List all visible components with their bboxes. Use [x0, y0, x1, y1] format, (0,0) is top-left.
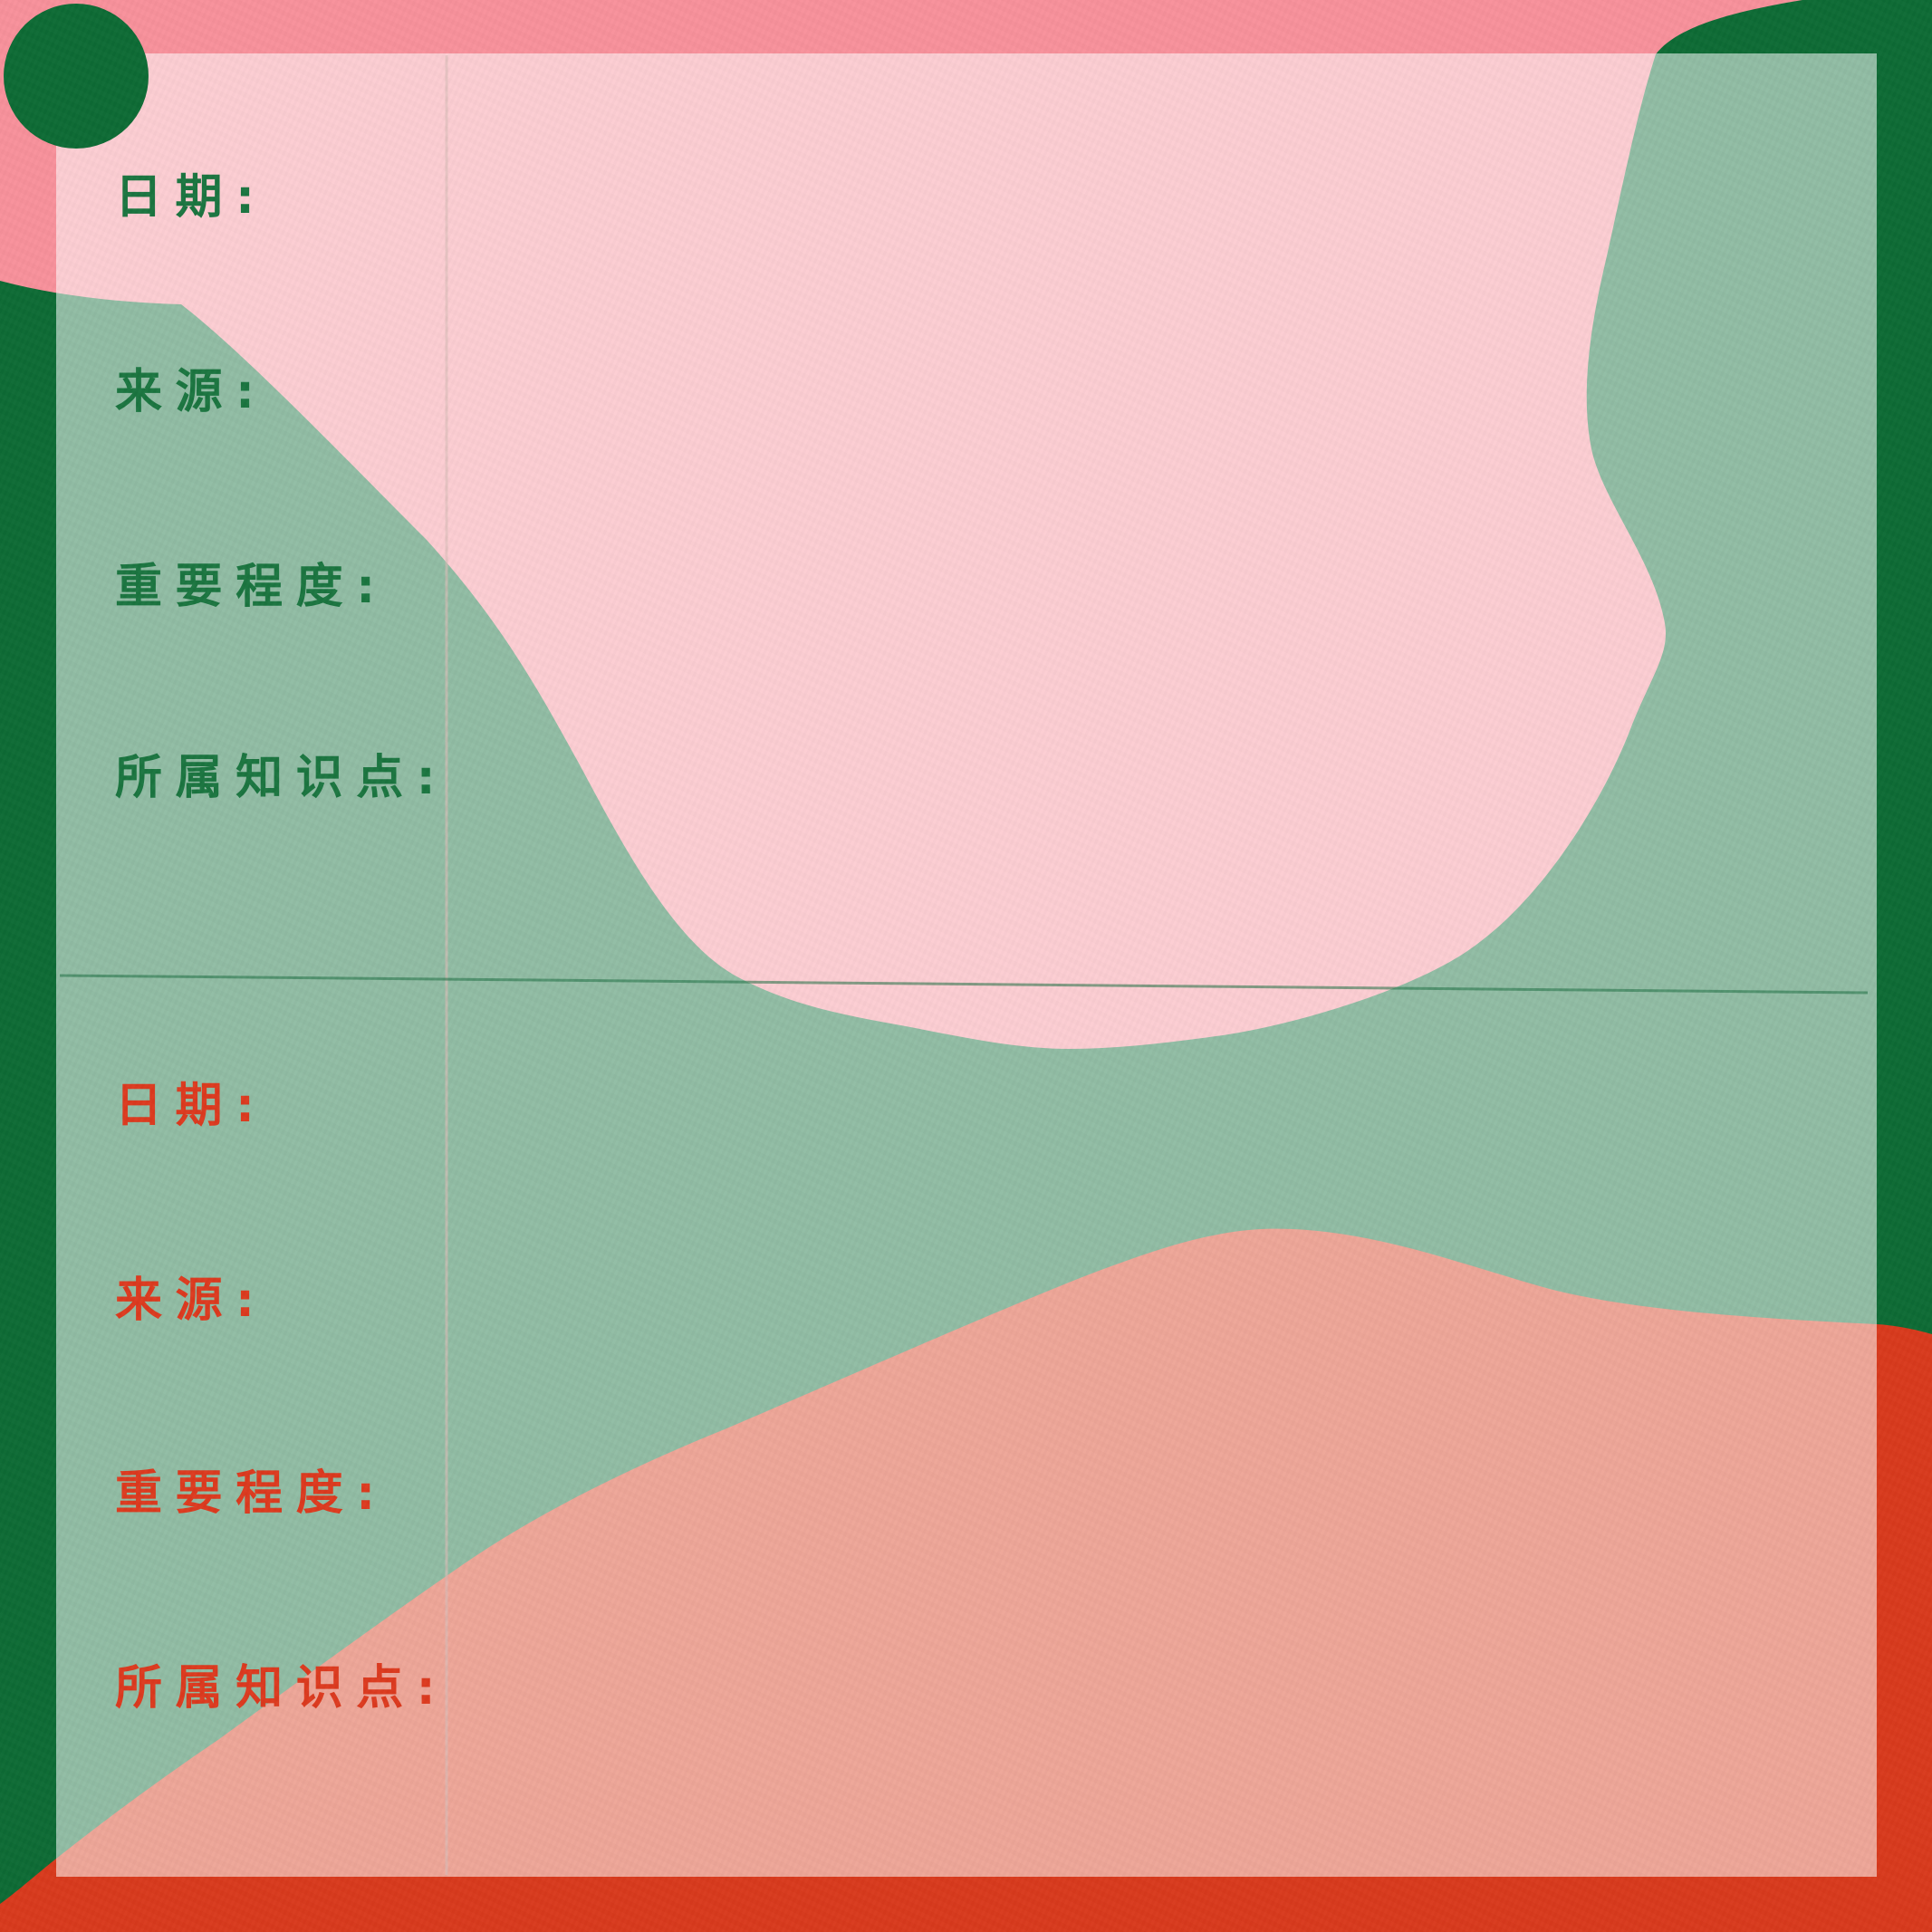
field-label-importance-bottom: 重要程度: [115, 1466, 389, 1521]
field-label-date-bottom: 日期: [115, 1079, 268, 1133]
field-label-source-top: 来源: [115, 365, 268, 419]
field-label-knowledge-point-top: 所属知识点: [115, 751, 449, 805]
field-label-knowledge-point-bottom: 所属知识点: [115, 1661, 449, 1716]
paper-sheet-overlay [56, 53, 1877, 1877]
field-label-date-top: 日期: [115, 170, 268, 225]
corner-circle-decoration [4, 4, 149, 149]
field-label-source-bottom: 来源: [115, 1274, 268, 1328]
section-divider-line [59, 974, 1869, 995]
field-label-importance-top: 重要程度: [115, 560, 389, 614]
